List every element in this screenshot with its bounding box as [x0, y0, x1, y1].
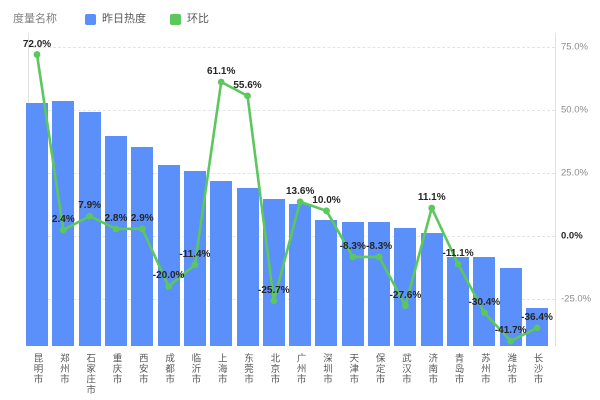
y-axis-tick-label: 25.0%	[561, 167, 588, 179]
line-point-marker[interactable]	[454, 260, 462, 268]
line-point-marker[interactable]	[533, 324, 541, 332]
x-axis-label: 天津市	[347, 353, 359, 385]
line-point-marker[interactable]	[507, 337, 515, 345]
line-point-label: -11.1%	[442, 247, 474, 259]
line-point-marker[interactable]	[59, 226, 67, 234]
line-point-label: -25.7%	[258, 284, 290, 296]
line-point-label: -8.3%	[339, 240, 366, 252]
x-axis-label: 郑州市	[57, 353, 69, 385]
x-axis-label: 西安市	[136, 353, 148, 385]
line-point-label: 2.4%	[51, 213, 75, 225]
line-point-marker[interactable]	[86, 212, 94, 220]
x-axis-label: 保定市	[373, 353, 385, 385]
x-axis-label: 广州市	[294, 353, 306, 385]
blue-square-swatch	[85, 13, 96, 25]
line-point-label: 11.1%	[417, 192, 446, 204]
x-axis-label: 成都市	[163, 353, 175, 385]
line-point-marker[interactable]	[349, 253, 357, 261]
x-axis-label: 重庆市	[110, 353, 122, 385]
line-point-marker[interactable]	[244, 92, 251, 100]
line-point-marker[interactable]	[296, 198, 304, 206]
bar[interactable]	[447, 257, 470, 346]
y-axis-tick-label: 50.0%	[561, 104, 588, 116]
x-axis-label: 临沂市	[189, 353, 201, 385]
legend-item-label: 昨日热度	[102, 13, 146, 25]
bar[interactable]	[420, 233, 443, 346]
line-point-label: -27.6%	[389, 289, 422, 301]
line-point-marker[interactable]	[270, 297, 278, 305]
x-axis-label: 苏州市	[478, 353, 490, 385]
y-axis-tick-label: -25.0%	[561, 293, 592, 305]
x-axis-label: 武汉市	[399, 353, 411, 385]
x-axis-label: 上海市	[215, 353, 227, 385]
line-point-label: 61.1%	[207, 66, 236, 78]
gridline	[28, 47, 555, 48]
x-axis-label: 济南市	[426, 353, 438, 385]
line-point-marker[interactable]	[33, 51, 41, 58]
bar[interactable]	[26, 102, 48, 346]
line-point-marker[interactable]	[138, 225, 146, 233]
line-point-label: -30.4%	[468, 296, 501, 308]
legend-item-line-series[interactable]: 环比	[170, 13, 209, 25]
line-point-label: -41.7%	[494, 325, 527, 337]
x-axis-label: 潍坊市	[505, 353, 517, 385]
line-point-marker[interactable]	[112, 225, 120, 233]
bar[interactable]	[104, 136, 127, 346]
x-axis-label: 昆明市	[31, 353, 43, 385]
bar[interactable]	[131, 147, 154, 346]
legend-title: 度量名称	[13, 13, 57, 25]
legend: 度量名称 昨日热度 环比	[13, 13, 233, 25]
gridline	[28, 110, 555, 111]
line-point-label: 10.0%	[312, 194, 341, 206]
line-point-label: 72.0%	[22, 38, 52, 50]
line-point-label: -36.4%	[521, 311, 553, 323]
right-axis-line	[555, 33, 556, 346]
x-axis-label: 北京市	[268, 353, 280, 385]
line-point-marker[interactable]	[323, 207, 330, 215]
line-point-label: 2.8%	[104, 212, 128, 224]
line-point-label: -8.3%	[366, 240, 393, 252]
bar[interactable]	[289, 203, 312, 346]
y-axis-tick-label: 75.0%	[561, 41, 588, 53]
x-axis-label: 青岛市	[452, 353, 464, 385]
x-axis-label: 石家庄市	[84, 353, 96, 395]
line-point-marker[interactable]	[165, 283, 172, 290]
line-point-marker[interactable]	[217, 78, 225, 86]
green-square-swatch	[170, 13, 181, 25]
x-axis-label: 深圳市	[320, 353, 332, 385]
bar[interactable]	[78, 112, 101, 346]
line-point-label: -20.0%	[152, 270, 185, 282]
line-point-label: 7.9%	[78, 200, 102, 212]
bar[interactable]	[157, 164, 180, 346]
line-point-marker[interactable]	[191, 261, 199, 269]
bar[interactable]	[210, 181, 233, 346]
line-point-marker[interactable]	[375, 253, 383, 261]
line-point-label: 13.6%	[285, 185, 315, 197]
bar[interactable]	[262, 199, 285, 346]
bar[interactable]	[236, 187, 259, 346]
line-point-marker[interactable]	[402, 302, 409, 309]
line-point-label: 2.9%	[130, 212, 154, 224]
line-point-label: 55.6%	[233, 79, 262, 91]
y-axis-tick-label: 0.0%	[561, 230, 583, 242]
x-axis-label: 长沙市	[531, 353, 543, 385]
bar[interactable]	[394, 227, 417, 346]
legend-item-label: 环比	[187, 13, 209, 25]
line-point-marker[interactable]	[480, 309, 488, 317]
line-point-label: -11.4%	[179, 248, 211, 260]
legend-item-bar-series[interactable]: 昨日热度	[85, 13, 146, 25]
bar[interactable]	[315, 220, 338, 346]
x-axis-label: 东莞市	[242, 353, 254, 385]
line-point-marker[interactable]	[428, 204, 436, 212]
